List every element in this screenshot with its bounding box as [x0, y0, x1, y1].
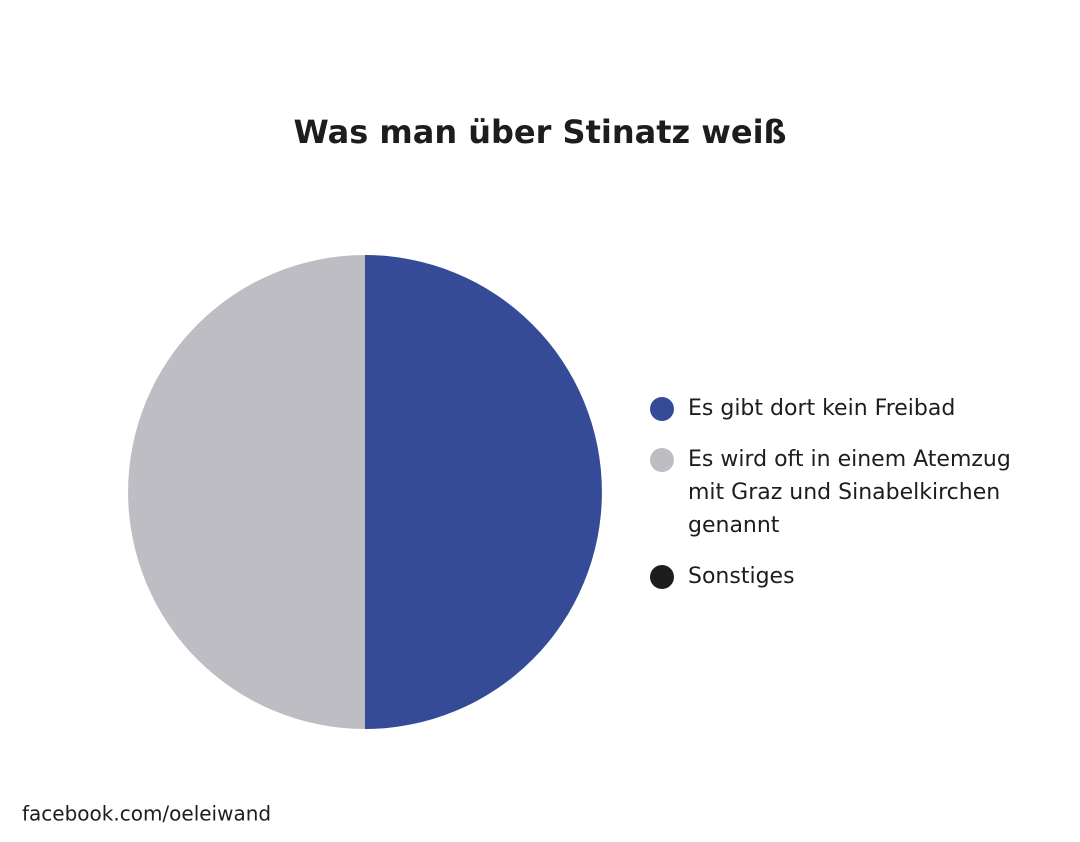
legend-item: Es gibt dort kein Freibad [650, 392, 1050, 425]
legend-swatch [650, 564, 674, 589]
pie-slice [365, 255, 602, 729]
legend-label: Es wird oft in einem Atemzug mit Graz un… [688, 447, 1011, 538]
legend-label: Es gibt dort kein Freibad [688, 396, 956, 421]
pie-slice [128, 255, 365, 729]
legend-label: Sonstiges [688, 564, 795, 589]
chart-title: Was man über Stinatz weiß [293, 113, 786, 151]
legend-item: Es wird oft in einem Atemzug mit Graz un… [650, 443, 1050, 542]
legend: Es gibt dort kein Freibad Es wird oft in … [650, 392, 1050, 611]
legend-item: Sonstiges [650, 560, 1050, 593]
legend-swatch [650, 447, 674, 472]
source: facebook.com/oeleiwand [22, 802, 271, 826]
legend-swatch [650, 396, 674, 421]
